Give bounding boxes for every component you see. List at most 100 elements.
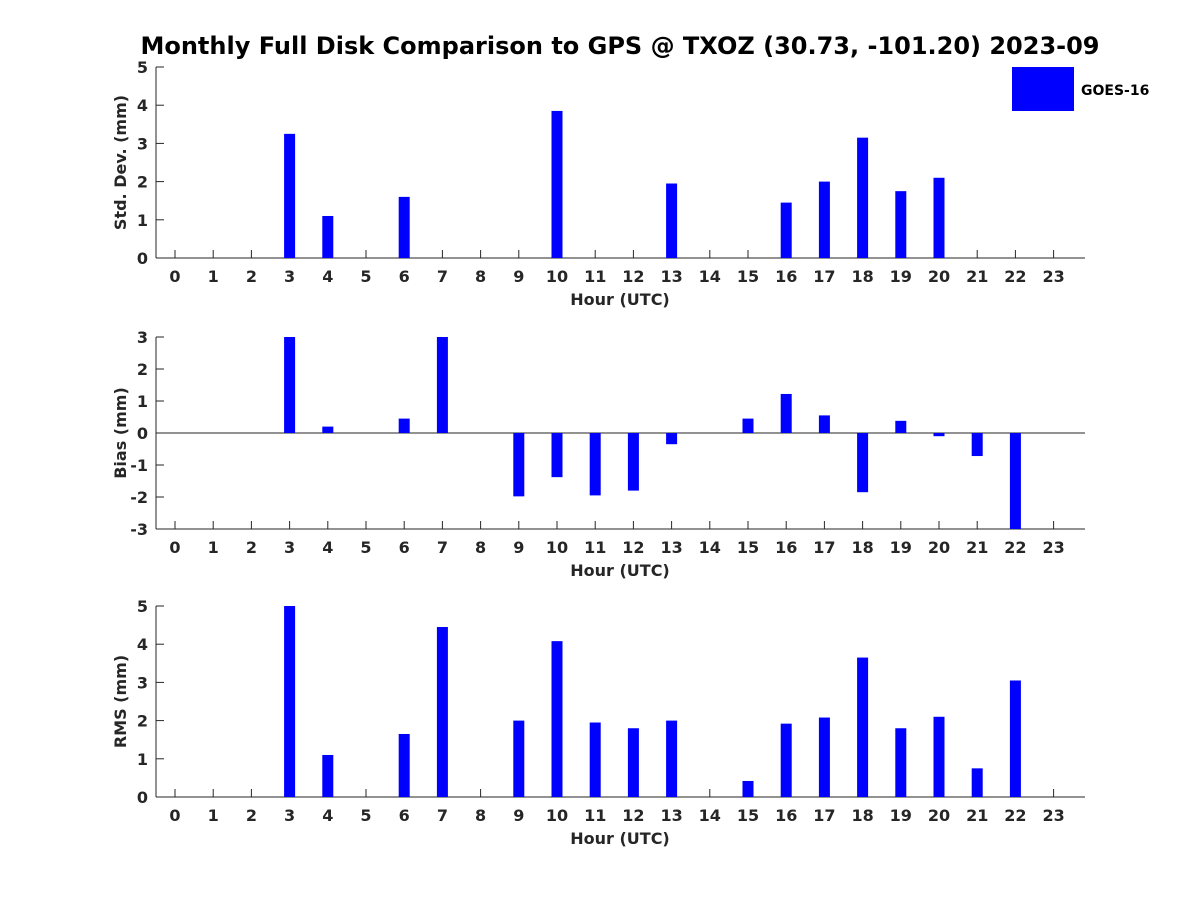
bar-hour-9 (513, 433, 525, 497)
x-tick-label: 9 (513, 538, 524, 557)
bar-hour-10 (551, 110, 563, 259)
y-tick-label: 2 (137, 360, 148, 379)
x-tick-label: 21 (966, 806, 988, 825)
chart-title: Monthly Full Disk Comparison to GPS @ TX… (140, 32, 1099, 60)
x-tick-label: 22 (1004, 538, 1026, 557)
x-tick-label: 12 (622, 806, 644, 825)
x-tick-label: 16 (775, 806, 797, 825)
y-tick-label: 1 (137, 211, 148, 230)
x-tick-label: 18 (851, 267, 873, 286)
y-tick-label: -3 (130, 520, 148, 539)
bar-hour-19 (895, 728, 907, 797)
bar-hour-13 (666, 720, 678, 797)
x-tick-label: 12 (622, 267, 644, 286)
x-tick-label: 23 (1042, 267, 1064, 286)
y-tick-label: 1 (137, 750, 148, 769)
x-tick-label: 3 (284, 538, 295, 557)
x-tick-label: 0 (169, 806, 180, 825)
y-tick-label: 5 (137, 597, 148, 616)
x-tick-label: 8 (475, 267, 486, 286)
bar-hour-17 (818, 415, 830, 433)
y-tick-label: 0 (137, 788, 148, 807)
bar-hour-7 (436, 627, 448, 797)
x-tick-label: 18 (851, 806, 873, 825)
legend-swatch (1012, 67, 1074, 111)
y-tick-label: 3 (137, 328, 148, 347)
x-tick-label: 14 (699, 806, 721, 825)
y-tick-label: 3 (137, 673, 148, 692)
bar-hour-15 (742, 780, 754, 797)
y-tick-label: -1 (130, 456, 148, 475)
x-tick-label: 10 (546, 538, 568, 557)
bar-hour-4 (322, 215, 334, 258)
x-tick-label: 1 (208, 267, 219, 286)
bar-hour-4 (322, 426, 334, 433)
legend: GOES-16 (1012, 67, 1149, 111)
x-tick-label: 17 (813, 538, 835, 557)
bar-hour-16 (780, 393, 792, 433)
x-tick-label: 13 (660, 806, 682, 825)
y-tick-label: 5 (137, 58, 148, 77)
bar-hour-17 (818, 717, 830, 797)
bar-hour-16 (780, 723, 792, 797)
x-tick-label: 8 (475, 806, 486, 825)
x-tick-label: 19 (890, 538, 912, 557)
x-tick-label: 4 (322, 806, 333, 825)
y-tick-label: 0 (137, 424, 148, 443)
y-tick-label: 3 (137, 134, 148, 153)
y-axis-label: Std. Dev. (mm) (111, 95, 130, 230)
x-tick-label: 6 (399, 806, 410, 825)
x-tick-label: 5 (360, 538, 371, 557)
legend-label: GOES-16 (1081, 83, 1149, 99)
x-tick-label: 11 (584, 267, 606, 286)
bar-hour-21 (971, 768, 983, 797)
bar-hour-20 (933, 716, 945, 797)
bar-hour-20 (933, 177, 945, 258)
bar-hour-11 (589, 722, 601, 797)
bar-hour-20 (933, 433, 945, 437)
x-axis-label: Hour (UTC) (570, 561, 670, 580)
x-tick-label: 7 (437, 538, 448, 557)
x-tick-label: 17 (813, 806, 835, 825)
bar-hour-6 (398, 733, 410, 797)
x-tick-label: 10 (546, 267, 568, 286)
x-tick-label: 14 (699, 538, 721, 557)
x-tick-label: 15 (737, 538, 759, 557)
bar-hour-18 (857, 137, 869, 258)
x-tick-label: 7 (437, 267, 448, 286)
x-tick-label: 21 (966, 267, 988, 286)
x-tick-label: 15 (737, 267, 759, 286)
x-tick-label: 3 (284, 806, 295, 825)
y-tick-label: 4 (137, 635, 148, 654)
x-tick-label: 11 (584, 806, 606, 825)
bar-hour-19 (895, 191, 907, 258)
x-tick-label: 2 (246, 267, 257, 286)
x-tick-label: 23 (1042, 806, 1064, 825)
x-axis-label: Hour (UTC) (570, 829, 670, 848)
bar-hour-21 (971, 433, 983, 457)
x-tick-label: 0 (169, 538, 180, 557)
bar-hour-12 (627, 433, 639, 491)
x-tick-label: 1 (208, 806, 219, 825)
x-tick-label: 14 (699, 267, 721, 286)
x-tick-label: 2 (246, 538, 257, 557)
bar-hour-18 (857, 433, 869, 493)
bar-hour-9 (513, 720, 525, 797)
x-tick-label: 20 (928, 806, 950, 825)
bar-hour-17 (818, 181, 830, 258)
bar-hour-15 (742, 418, 754, 433)
x-tick-label: 15 (737, 806, 759, 825)
x-tick-label: 20 (928, 538, 950, 557)
x-tick-label: 4 (322, 538, 333, 557)
y-tick-label: 2 (137, 173, 148, 192)
bar-hour-16 (780, 202, 792, 258)
x-tick-label: 8 (475, 538, 486, 557)
x-tick-label: 22 (1004, 806, 1026, 825)
x-tick-label: 23 (1042, 538, 1064, 557)
x-tick-label: 17 (813, 267, 835, 286)
x-tick-label: 7 (437, 806, 448, 825)
x-tick-label: 13 (660, 538, 682, 557)
